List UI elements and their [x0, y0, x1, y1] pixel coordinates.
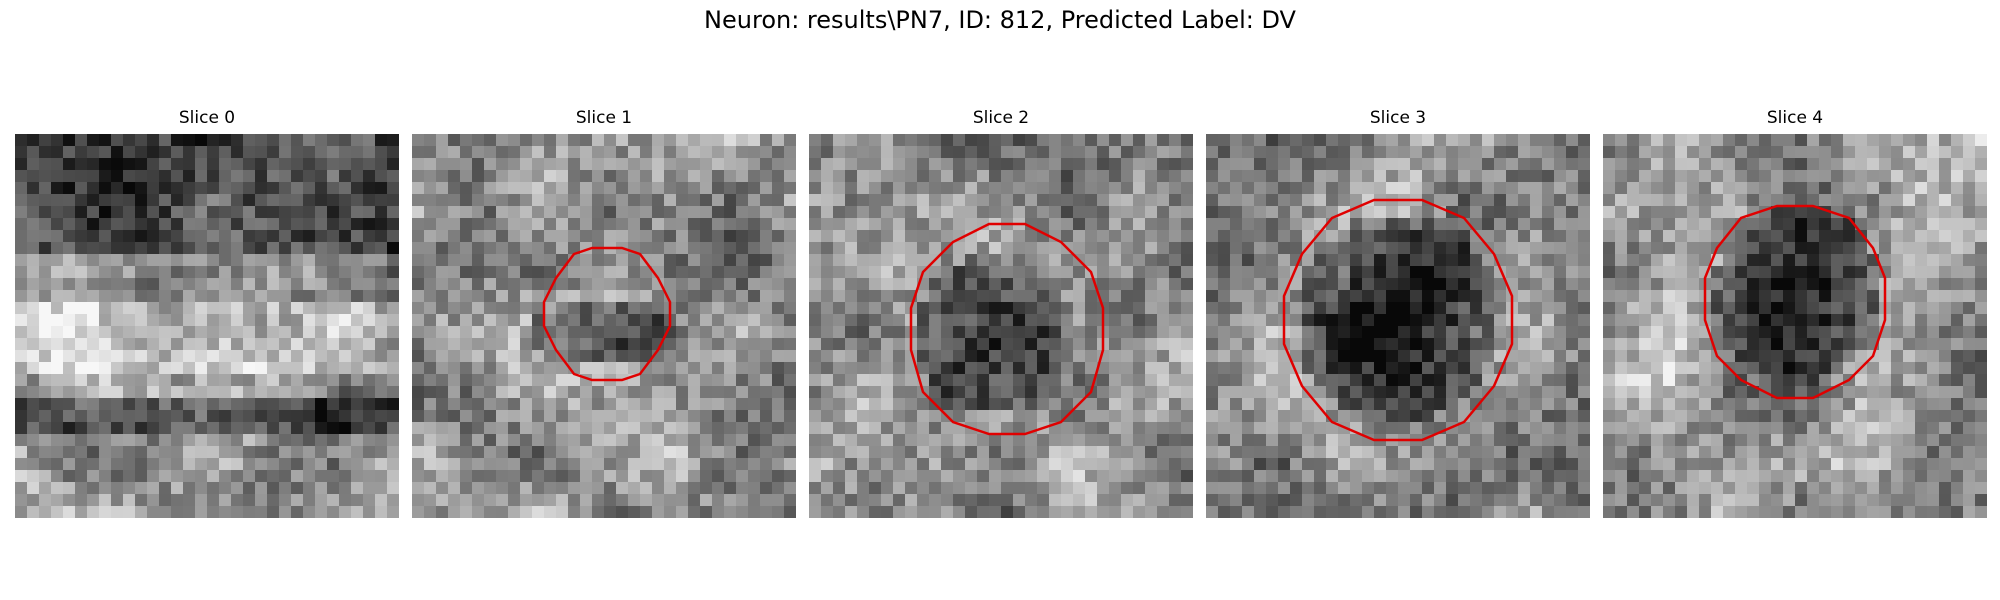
- slice-image: [1603, 134, 1987, 518]
- slice-title: Slice 2: [972, 108, 1030, 128]
- figure-title: Neuron: results\PN7, ID: 812, Predicted …: [704, 6, 1296, 34]
- slice-image: [15, 134, 399, 518]
- slice-title: Slice 1: [575, 108, 633, 128]
- segmentation-contour: [1703, 204, 1887, 400]
- segmentation-contour: [909, 222, 1105, 436]
- slice-image: [1206, 134, 1590, 518]
- segmentation-contour: [542, 246, 672, 382]
- slice-image: [412, 134, 796, 518]
- slice-title: Slice 0: [178, 108, 236, 128]
- slice-image: [809, 134, 1193, 518]
- segmentation-contour: [1282, 198, 1514, 442]
- slice-title: Slice 3: [1369, 108, 1427, 128]
- slice-title: Slice 4: [1766, 108, 1824, 128]
